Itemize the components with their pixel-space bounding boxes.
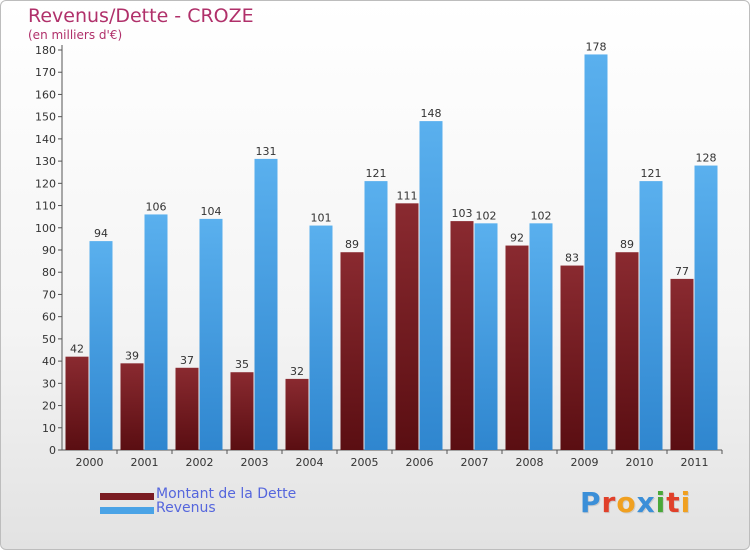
y-tick-label: 10 <box>42 422 56 435</box>
x-tick-label: 2007 <box>461 456 489 469</box>
x-tick-label: 2005 <box>351 456 379 469</box>
y-tick-label: 60 <box>42 311 56 324</box>
bar-debt-label: 103 <box>452 207 473 220</box>
bar-debt <box>505 245 529 450</box>
bar-debt <box>395 203 419 450</box>
bar-revenue <box>364 181 388 450</box>
legend-swatch-debt <box>100 493 154 500</box>
x-tick-label: 2000 <box>76 456 104 469</box>
bar-debt <box>560 265 584 450</box>
bar-revenue-label: 104 <box>201 205 222 218</box>
bar-revenue-label: 121 <box>641 167 662 180</box>
logo-letter: i <box>680 486 692 519</box>
bar-debt <box>285 378 309 450</box>
chart-subtitle: (en milliers d'€) <box>28 28 123 42</box>
logo-letter: x <box>636 486 656 519</box>
legend-swatch-revenue <box>100 507 154 514</box>
y-tick-label: 20 <box>42 400 56 413</box>
bar-debt-label: 39 <box>125 349 139 362</box>
y-tick-label: 70 <box>42 288 56 301</box>
logo-letter: P <box>580 486 602 519</box>
y-tick-label: 140 <box>35 133 56 146</box>
x-tick-label: 2011 <box>681 456 709 469</box>
bar-revenue <box>419 121 443 450</box>
y-tick-label: 130 <box>35 155 56 168</box>
bar-revenue-label: 101 <box>311 212 332 225</box>
y-tick-label: 30 <box>42 377 56 390</box>
y-tick-label: 180 <box>35 44 56 57</box>
bar-debt-label: 42 <box>70 343 84 356</box>
chart-title: Revenus/Dette - CROZE <box>28 5 254 27</box>
bar-debt-label: 37 <box>180 354 194 367</box>
bar-debt <box>670 278 694 450</box>
legend-label-revenue: Revenus <box>156 500 216 516</box>
bar-debt-label: 111 <box>397 189 418 202</box>
bar-debt-label: 89 <box>345 238 359 251</box>
x-tick-label: 2004 <box>296 456 324 469</box>
bar-revenue-label: 178 <box>586 40 607 53</box>
bar-revenue <box>89 241 113 450</box>
y-tick-label: 80 <box>42 266 56 279</box>
y-tick-label: 170 <box>35 66 56 79</box>
bar-revenue <box>639 181 663 450</box>
y-tick-label: 40 <box>42 355 56 368</box>
bar-debt-label: 89 <box>620 238 634 251</box>
bar-debt-label: 35 <box>235 358 249 371</box>
x-tick-label: 2003 <box>241 456 269 469</box>
bar-revenue-label: 102 <box>476 209 497 222</box>
x-tick-label: 2002 <box>186 456 214 469</box>
y-tick-label: 90 <box>42 244 56 257</box>
bar-revenue-label: 121 <box>366 167 387 180</box>
y-tick-label: 50 <box>42 333 56 346</box>
bar-debt <box>615 252 639 450</box>
x-tick-label: 2009 <box>571 456 599 469</box>
bar-revenue <box>584 54 608 450</box>
bar-revenue-label: 94 <box>94 227 108 240</box>
y-tick-label: 110 <box>35 200 56 213</box>
bar-debt <box>230 372 254 450</box>
bar-debt <box>450 221 474 450</box>
bar-revenue <box>144 214 168 450</box>
bar-revenue-label: 128 <box>696 152 717 165</box>
bar-debt-label: 83 <box>565 252 579 265</box>
bar-revenue <box>199 218 223 450</box>
x-tick-label: 2010 <box>626 456 654 469</box>
y-tick-label: 150 <box>35 111 56 124</box>
x-tick-label: 2001 <box>131 456 159 469</box>
bar-debt-label: 92 <box>510 232 524 245</box>
bar-debt <box>65 356 89 450</box>
bar-revenue-label: 102 <box>531 209 552 222</box>
legend-label-debt: Montant de la Dette <box>156 486 297 502</box>
bar-revenue-label: 106 <box>146 200 167 213</box>
bar-revenue <box>694 165 718 451</box>
y-tick-label: 0 <box>49 444 56 457</box>
logo-letter: r <box>601 486 617 519</box>
bar-revenue <box>309 225 333 450</box>
y-tick-label: 100 <box>35 222 56 235</box>
bar-debt-label: 32 <box>290 365 304 378</box>
y-tick-label: 120 <box>35 177 56 190</box>
bar-revenue <box>474 223 498 450</box>
bar-debt <box>340 252 364 450</box>
bar-debt <box>120 363 144 450</box>
x-tick-label: 2006 <box>406 456 434 469</box>
bar-revenue <box>254 158 278 450</box>
bar-revenue-label: 131 <box>256 145 277 158</box>
logo-letter: t <box>666 486 681 519</box>
bar-debt-label: 77 <box>675 265 689 278</box>
logo-letter: i <box>655 486 667 519</box>
proxiti-logo: Proxiti <box>580 486 691 519</box>
bar-debt <box>175 367 199 450</box>
logo-letter: o <box>616 486 637 519</box>
bar-revenue <box>529 223 553 450</box>
bar-revenue-label: 148 <box>421 107 442 120</box>
x-tick-label: 2008 <box>516 456 544 469</box>
y-tick-label: 160 <box>35 88 56 101</box>
